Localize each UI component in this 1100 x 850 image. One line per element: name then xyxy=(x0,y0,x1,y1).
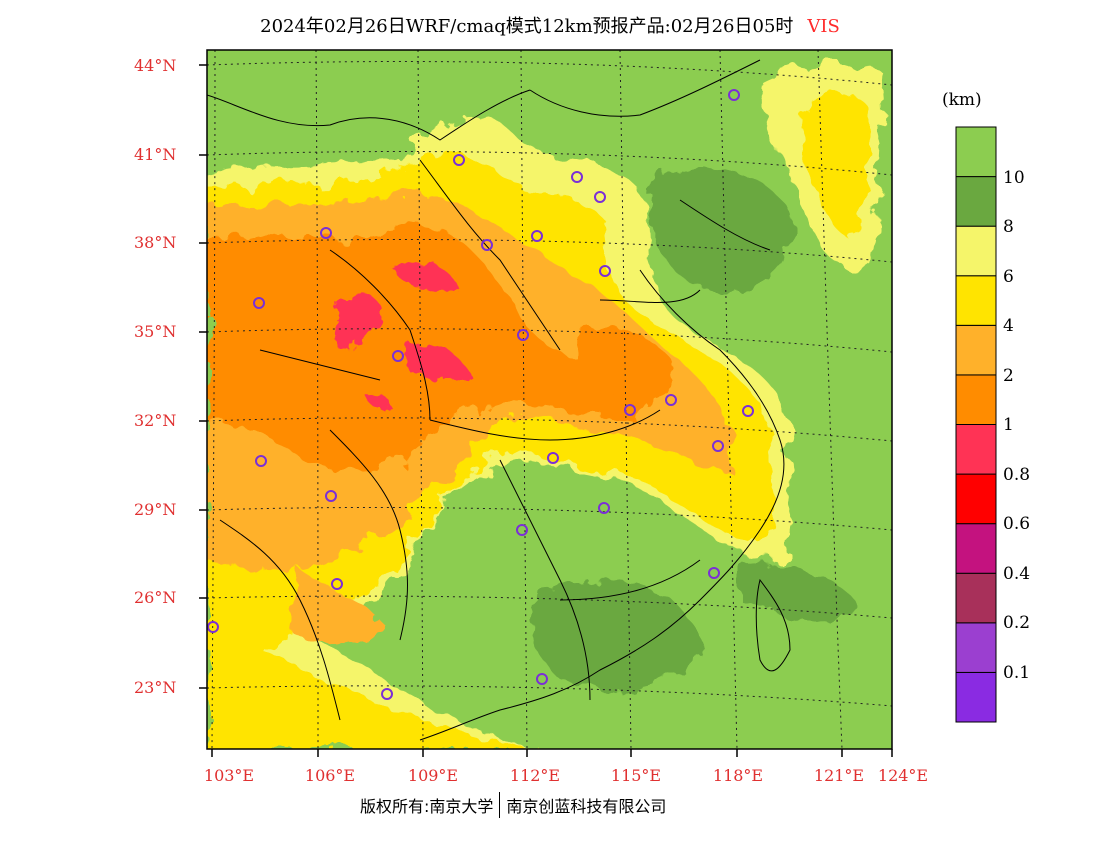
colorbar xyxy=(955,126,997,723)
lon-label-106: 106°E xyxy=(304,766,356,785)
map-title: 2024年02月26日WRF/cmaq模式12km预报产品:02月26日05时 V… xyxy=(0,12,1100,38)
low-visibility-cores xyxy=(332,261,470,411)
lat-label-41: 41°N xyxy=(134,145,177,164)
map-frame xyxy=(206,49,893,750)
axis-ticks xyxy=(199,64,893,757)
colorbar-tick-0-2: 0.2 xyxy=(1003,613,1031,633)
visibility-field xyxy=(207,50,892,749)
lat-label-29: 29°N xyxy=(134,500,177,519)
lon-label-112: 112°E xyxy=(509,766,561,785)
colorbar-block xyxy=(955,275,997,326)
lat-label-44: 44°N xyxy=(134,56,177,75)
colorbar-block xyxy=(955,424,997,475)
city-markers xyxy=(207,89,754,700)
graticule xyxy=(207,50,892,749)
copyright-left: 版权所有:南京大学 xyxy=(360,797,494,816)
lat-label-26: 26°N xyxy=(134,588,177,607)
colorbar-block xyxy=(955,374,997,425)
colorbar-block xyxy=(955,324,997,376)
colorbar-block xyxy=(955,225,997,277)
lon-label-109: 109°E xyxy=(407,766,459,785)
colorbar-tick-0-6: 0.6 xyxy=(1003,514,1031,534)
copyright-right: 南京创蓝科技有限公司 xyxy=(506,797,667,816)
colorbar-tick-8: 8 xyxy=(1003,217,1014,237)
colorbar-unit: (km) xyxy=(942,90,982,110)
colorbar-block xyxy=(955,473,997,525)
lat-label-35: 35°N xyxy=(134,322,177,341)
colorbar-block xyxy=(955,523,997,574)
colorbar-block xyxy=(955,572,997,624)
colorbar-tick-0-8: 0.8 xyxy=(1003,465,1031,485)
colorbar-tick-10: 10 xyxy=(1003,168,1025,188)
title-variable: VIS xyxy=(807,16,840,37)
lat-label-32: 32°N xyxy=(134,411,177,430)
colorbar-tick-6: 6 xyxy=(1003,267,1014,287)
lon-label-115: 115°E xyxy=(610,766,662,785)
colorbar-tick-1: 1 xyxy=(1003,415,1014,435)
colorbar-tick-2: 2 xyxy=(1003,366,1014,386)
footer-divider xyxy=(499,792,501,818)
copyright-footer: 版权所有:南京大学 南京创蓝科技有限公司 xyxy=(360,792,666,818)
colorbar-block xyxy=(955,622,997,673)
lon-label-121: 121°E xyxy=(813,766,865,785)
colorbar-block xyxy=(955,671,997,723)
lat-label-23: 23°N xyxy=(134,678,177,697)
title-main: 2024年02月26日WRF/cmaq模式12km预报产品:02月26日05时 xyxy=(260,16,794,37)
lon-label-103: 103°E xyxy=(203,766,255,785)
colorbar-tick-0-4: 0.4 xyxy=(1003,564,1031,584)
colorbar-tick-0-1: 0.1 xyxy=(1003,663,1031,683)
colorbar-block xyxy=(955,126,997,178)
colorbar-tick-4: 4 xyxy=(1003,316,1014,336)
lon-label-124: 124°E xyxy=(877,766,929,785)
colorbar-block xyxy=(955,176,997,227)
boundaries xyxy=(207,59,791,741)
lat-label-38: 38°N xyxy=(134,233,177,252)
lon-label-118: 118°E xyxy=(712,766,764,785)
